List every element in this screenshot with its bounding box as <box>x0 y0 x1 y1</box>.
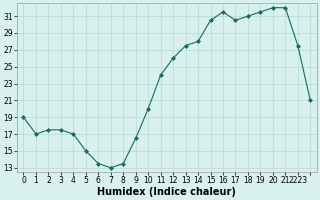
X-axis label: Humidex (Indice chaleur): Humidex (Indice chaleur) <box>98 187 236 197</box>
